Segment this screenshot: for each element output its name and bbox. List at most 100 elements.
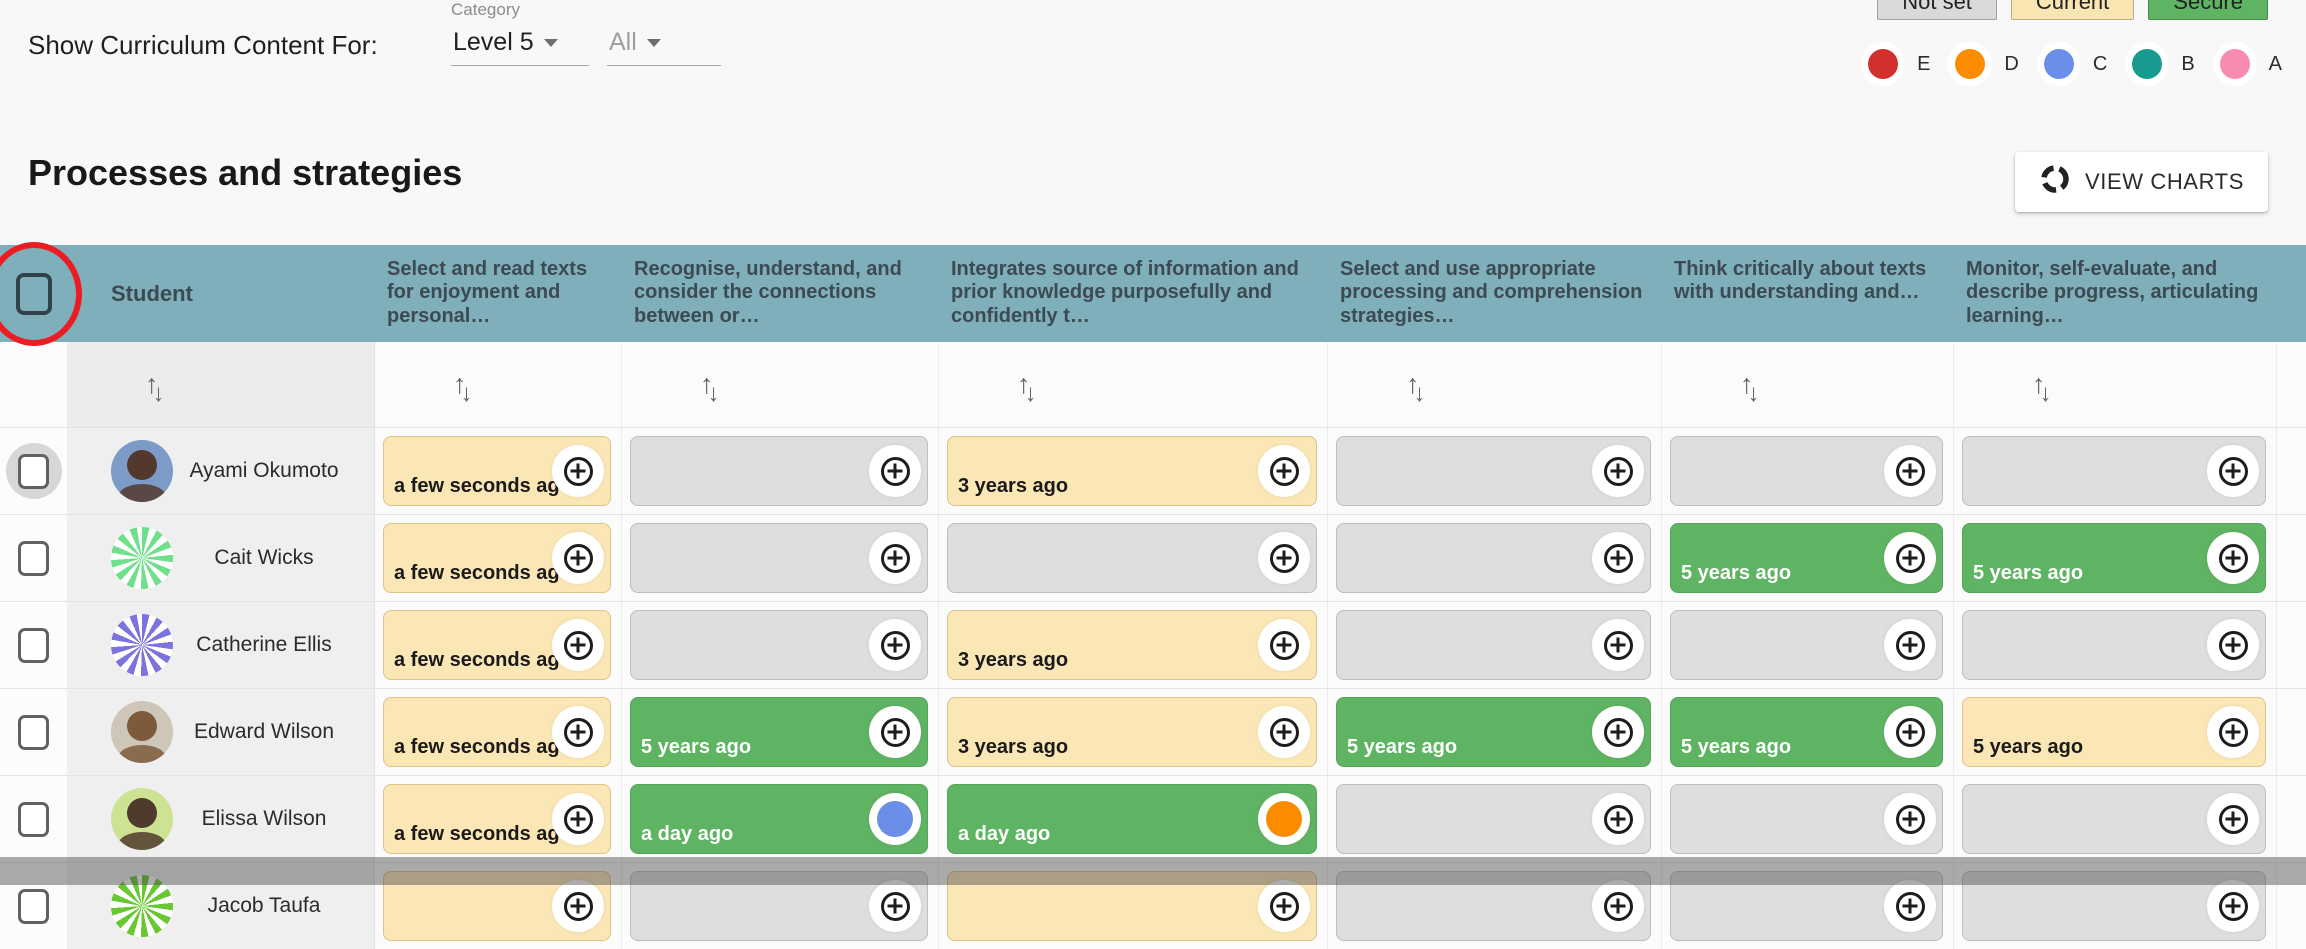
status-chip-current[interactable]: Current xyxy=(2010,0,2135,20)
add-assessment-button[interactable] xyxy=(2207,445,2259,497)
add-assessment-button[interactable] xyxy=(1258,880,1310,932)
add-assessment-button[interactable] xyxy=(552,532,604,584)
status-cell-current[interactable]: a few seconds ago xyxy=(383,784,611,854)
sort-toggle[interactable]: ↑↓ xyxy=(453,369,473,407)
status-cell-current[interactable]: 3 years ago xyxy=(947,436,1317,506)
status-cell-notset[interactable] xyxy=(1336,523,1651,593)
status-cell-current[interactable]: 3 years ago xyxy=(947,610,1317,680)
row-checkbox[interactable] xyxy=(18,801,49,837)
view-charts-button[interactable]: VIEW CHARTS xyxy=(2015,152,2268,212)
status-cell-current[interactable]: a few seconds ago xyxy=(383,436,611,506)
status-cell-current[interactable]: 5 years ago xyxy=(1962,697,2266,767)
status-cell-secure[interactable]: 5 years ago xyxy=(1336,697,1651,767)
column-sort-cell: ↑↓ xyxy=(622,342,939,427)
status-cell-secure[interactable]: 5 years ago xyxy=(1670,697,1943,767)
add-assessment-button[interactable] xyxy=(1884,793,1936,845)
avatar xyxy=(111,701,173,763)
status-cell-notset[interactable] xyxy=(1336,436,1651,506)
status-cell-notset[interactable] xyxy=(630,871,928,941)
status-cell-notset[interactable] xyxy=(630,610,928,680)
add-assessment-button[interactable] xyxy=(1884,532,1936,584)
add-assessment-button[interactable] xyxy=(552,619,604,671)
add-assessment-button[interactable] xyxy=(869,706,921,758)
add-assessment-button[interactable] xyxy=(1884,706,1936,758)
add-assessment-button[interactable] xyxy=(1258,619,1310,671)
status-cell-notset[interactable] xyxy=(1962,784,2266,854)
add-assessment-button[interactable] xyxy=(2207,880,2259,932)
add-assessment-button[interactable] xyxy=(552,445,604,497)
status-cell-secure[interactable]: 5 years ago xyxy=(1962,523,2266,593)
status-cell-notset[interactable] xyxy=(630,436,928,506)
status-cell-notset[interactable] xyxy=(1336,610,1651,680)
plus-circle-icon xyxy=(1895,804,1925,834)
add-assessment-button[interactable] xyxy=(869,532,921,584)
status-cell-notset[interactable] xyxy=(630,523,928,593)
level-dot-button[interactable] xyxy=(1258,793,1310,845)
add-assessment-button[interactable] xyxy=(869,619,921,671)
add-assessment-button[interactable] xyxy=(2207,793,2259,845)
add-assessment-button[interactable] xyxy=(1592,445,1644,497)
add-assessment-button[interactable] xyxy=(552,706,604,758)
add-assessment-button[interactable] xyxy=(2207,619,2259,671)
add-assessment-button[interactable] xyxy=(869,445,921,497)
status-cell-notset[interactable] xyxy=(1670,784,1943,854)
add-assessment-button[interactable] xyxy=(1592,619,1644,671)
level-select[interactable]: Level 5 xyxy=(451,26,589,66)
add-assessment-button[interactable] xyxy=(1258,706,1310,758)
status-cell-current[interactable] xyxy=(383,871,611,941)
status-cell-current[interactable]: a few seconds ago xyxy=(383,523,611,593)
checkbox-focus-halo xyxy=(5,443,62,499)
curriculum-cell-wrap xyxy=(1662,602,1954,688)
status-cell-current[interactable]: a few seconds ago xyxy=(383,697,611,767)
add-assessment-button[interactable] xyxy=(869,880,921,932)
status-cell-secure[interactable]: a day ago xyxy=(947,784,1317,854)
add-assessment-button[interactable] xyxy=(1884,445,1936,497)
add-assessment-button[interactable] xyxy=(1258,532,1310,584)
row-checkbox[interactable] xyxy=(18,888,49,924)
status-cell-notset[interactable] xyxy=(1962,436,2266,506)
status-cell-secure[interactable]: 5 years ago xyxy=(1670,523,1943,593)
add-assessment-button[interactable] xyxy=(2207,706,2259,758)
sort-toggle[interactable]: ↑↓ xyxy=(145,369,165,407)
row-checkbox[interactable] xyxy=(18,540,49,576)
row-checkbox[interactable] xyxy=(18,627,49,663)
column-sort-cell: ↑↓ xyxy=(1328,342,1662,427)
category-all-select[interactable]: All xyxy=(607,26,721,66)
status-cell-notset[interactable] xyxy=(1336,784,1651,854)
add-assessment-button[interactable] xyxy=(1884,619,1936,671)
sort-toggle[interactable]: ↑↓ xyxy=(2032,369,2052,407)
status-chip-secure[interactable]: Secure xyxy=(2148,0,2268,20)
status-cell-notset[interactable] xyxy=(1962,871,2266,941)
select-all-checkbox[interactable] xyxy=(15,272,52,315)
sort-toggle[interactable]: ↑↓ xyxy=(1740,369,1760,407)
sort-toggle[interactable]: ↑↓ xyxy=(700,369,720,407)
status-cell-secure[interactable]: a day ago xyxy=(630,784,928,854)
row-checkbox[interactable] xyxy=(18,453,49,489)
status-cell-current[interactable]: a few seconds ago xyxy=(383,610,611,680)
level-C-dot-icon xyxy=(2043,49,2074,79)
add-assessment-button[interactable] xyxy=(1884,880,1936,932)
add-assessment-button[interactable] xyxy=(1592,706,1644,758)
legend-dot-halo xyxy=(2036,42,2081,86)
status-cell-notset[interactable] xyxy=(1670,871,1943,941)
add-assessment-button[interactable] xyxy=(2207,532,2259,584)
status-cell-current[interactable]: 3 years ago xyxy=(947,697,1317,767)
status-cell-notset[interactable] xyxy=(1670,436,1943,506)
status-chip-not-set[interactable]: Not set xyxy=(1877,0,1997,20)
status-cell-secure[interactable]: 5 years ago xyxy=(630,697,928,767)
level-dot-button[interactable] xyxy=(869,793,921,845)
status-cell-notset[interactable] xyxy=(1962,610,2266,680)
add-assessment-button[interactable] xyxy=(552,793,604,845)
sort-toggle[interactable]: ↑↓ xyxy=(1017,369,1037,407)
status-cell-notset[interactable] xyxy=(1336,871,1651,941)
status-cell-current[interactable] xyxy=(947,871,1317,941)
add-assessment-button[interactable] xyxy=(1592,532,1644,584)
status-cell-notset[interactable] xyxy=(1670,610,1943,680)
row-checkbox[interactable] xyxy=(18,714,49,750)
status-cell-notset[interactable] xyxy=(947,523,1317,593)
add-assessment-button[interactable] xyxy=(1592,880,1644,932)
add-assessment-button[interactable] xyxy=(552,880,604,932)
add-assessment-button[interactable] xyxy=(1592,793,1644,845)
add-assessment-button[interactable] xyxy=(1258,445,1310,497)
sort-toggle[interactable]: ↑↓ xyxy=(1406,369,1426,407)
